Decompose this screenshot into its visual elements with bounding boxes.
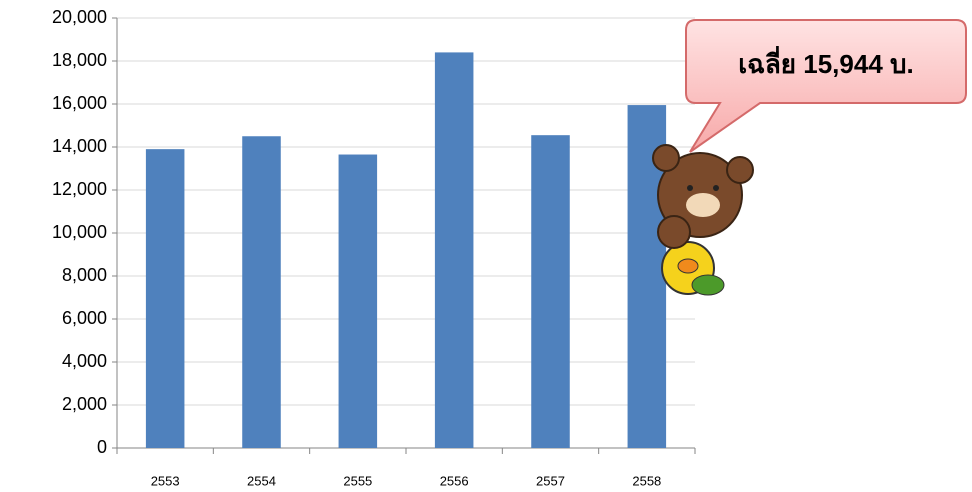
y-tick-label: 14,000 [52, 136, 107, 156]
y-tick-label: 8,000 [62, 265, 107, 285]
y-tick-label: 2,000 [62, 394, 107, 414]
x-tick-label: 2554 [247, 473, 276, 488]
callout-text: เฉลี่ย 15,944 บ. [738, 45, 913, 79]
y-tick-label: 18,000 [52, 50, 107, 70]
bar [145, 149, 185, 448]
y-tick-label: 12,000 [52, 179, 107, 199]
bar [434, 52, 474, 449]
y-tick-label: 4,000 [62, 351, 107, 371]
x-tick-label: 2555 [343, 473, 372, 488]
bar [531, 135, 570, 449]
y-tick-label: 16,000 [52, 93, 107, 113]
x-tick-label: 2556 [440, 473, 469, 488]
bar [338, 154, 378, 448]
x-tick-label: 2558 [632, 473, 661, 488]
bar [242, 136, 281, 448]
x-tick-label: 2553 [151, 473, 180, 488]
callout: เฉลี่ย 15,944 บ. [685, 19, 967, 153]
y-tick-label: 20,000 [52, 7, 107, 27]
y-tick-label: 10,000 [52, 222, 107, 242]
bear-illustration [652, 144, 754, 296]
y-tick-label: 0 [97, 437, 107, 457]
x-tick-label: 2557 [536, 473, 565, 488]
y-tick-label: 6,000 [62, 308, 107, 328]
